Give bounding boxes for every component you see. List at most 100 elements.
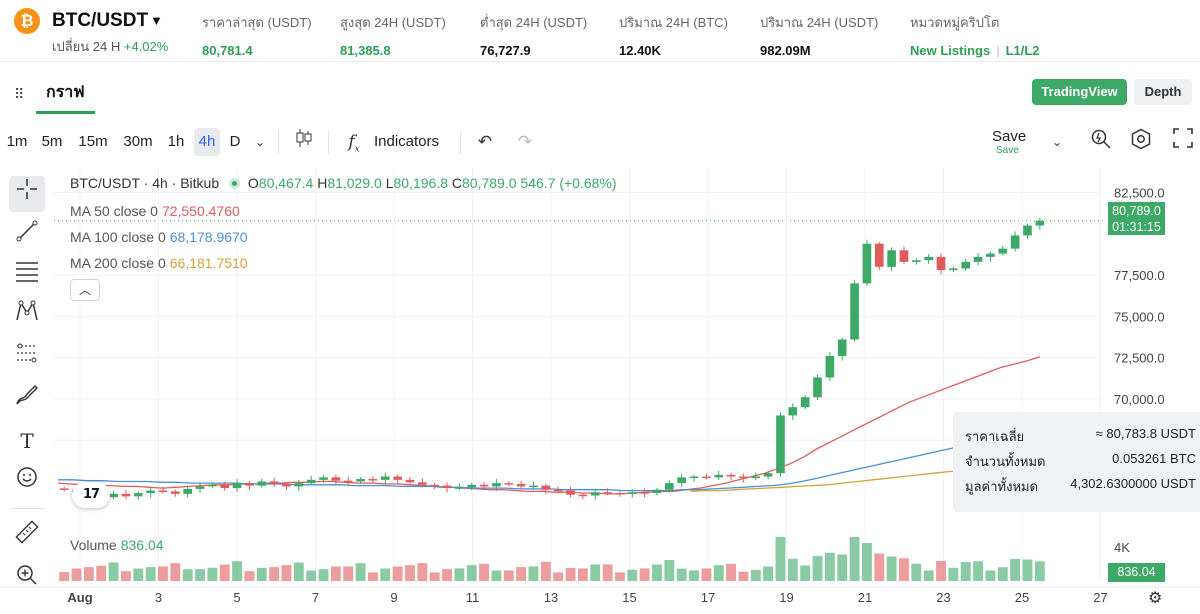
candles-glyph <box>296 129 312 147</box>
c-label: C <box>451 175 463 191</box>
x-tick-label: 17 <box>701 590 715 605</box>
ruler-icon[interactable] <box>9 520 45 556</box>
timeframe-1m[interactable]: 1m <box>6 133 28 150</box>
tooltip-label: มูลค่าทั้งหมด <box>965 479 1039 494</box>
candle-body <box>541 485 551 490</box>
volume-bar <box>232 561 243 581</box>
ma100-line <box>58 428 1041 492</box>
undo-icon[interactable]: ↶ <box>477 132 493 151</box>
stat-value: 12.40K <box>619 43 661 58</box>
text-tool-icon[interactable]: T <box>20 429 34 453</box>
chart-toolbar: 1m 5m 15m 30m 1h 4h D ⌄ fx Indicators ↶ … <box>0 122 1200 162</box>
trend-line-icon[interactable] <box>9 218 45 254</box>
tab-graph[interactable]: กราฟ <box>36 80 95 114</box>
pair-name[interactable]: BTC/USDT <box>52 10 149 31</box>
timeframe-1h[interactable]: 1h <box>167 133 185 150</box>
volume-bar <box>392 566 403 581</box>
volume-bar <box>195 569 205 581</box>
candle-body <box>257 481 267 486</box>
brush-icon[interactable] <box>9 382 45 418</box>
pattern-icon[interactable] <box>9 298 45 334</box>
candle-body <box>306 479 316 484</box>
volume-bar <box>923 570 934 581</box>
stat-value: 80,781.4 <box>202 43 253 58</box>
symbol-title[interactable]: BTC/USDT · 4h · Bitkub <box>70 175 220 191</box>
zoom-in-icon[interactable] <box>9 562 45 598</box>
redo-icon[interactable]: ↷ <box>517 132 533 151</box>
candle-body <box>59 488 69 490</box>
quick-search-icon[interactable] <box>1088 128 1114 156</box>
divider <box>10 508 44 509</box>
crosshair-icon[interactable] <box>9 176 45 212</box>
caret-down-icon[interactable]: ▼ <box>150 13 163 28</box>
candle-body <box>677 477 686 484</box>
collapse-legend-button[interactable]: ︿ <box>70 279 100 301</box>
candle-body <box>553 489 563 492</box>
save-button[interactable]: Save <box>992 128 1027 145</box>
volume-bar <box>812 556 823 581</box>
candle-body <box>837 339 847 356</box>
depth-button[interactable]: Depth <box>1134 79 1192 105</box>
divider <box>328 130 329 154</box>
change-value: 546.7 (+0.68%) <box>520 175 617 191</box>
brush-glyph <box>16 385 38 405</box>
candle-body <box>763 473 773 477</box>
timeframe-30m[interactable]: 30m <box>123 133 153 150</box>
ma200-legend[interactable]: MA 200 close 0 66,181.7510 <box>70 255 248 271</box>
market-header: ₿ BTC/USDT ▼ เปลี่ยน 24 H +4.02% ราคาล่า… <box>0 0 1200 62</box>
tradingview-logo[interactable]: 17 <box>72 482 110 508</box>
indicators-button[interactable]: Indicators <box>374 133 440 150</box>
chevron-down-icon[interactable]: ⌄ <box>1051 135 1063 149</box>
stat-volume-btc: ปริมาณ 24H (BTC) 12.40K <box>619 12 728 58</box>
x-tick-label: 19 <box>779 590 793 605</box>
volume-bar <box>417 563 428 581</box>
market-status-dot-icon <box>229 178 241 189</box>
chart-settings-icon[interactable]: ⚙ <box>1148 590 1163 607</box>
candle-body <box>269 481 279 484</box>
candle-body <box>603 492 612 494</box>
settings-icon[interactable] <box>1128 128 1154 156</box>
candle-type-icon[interactable] <box>290 128 318 156</box>
save-status: Save <box>996 145 1019 156</box>
drag-grip-icon[interactable]: ⠿ <box>14 86 24 102</box>
candle-body <box>245 483 254 486</box>
candle-body <box>504 483 514 485</box>
volume-bar <box>689 570 699 581</box>
volume-bar <box>948 567 959 581</box>
volume-legend[interactable]: Volume 836.04 <box>70 537 164 553</box>
candle-body <box>133 493 143 497</box>
zoom-glyph <box>17 565 37 585</box>
timeframe-5m[interactable]: 5m <box>41 133 63 150</box>
l-label: L <box>385 175 394 191</box>
projection-icon[interactable] <box>9 340 45 376</box>
emoji-icon[interactable] <box>9 464 45 500</box>
volume-bar <box>405 565 415 581</box>
stat-label: ราคาล่าสุด (USDT) <box>202 15 312 30</box>
fib-retracement-icon[interactable] <box>9 258 45 294</box>
search-glyph <box>1091 129 1111 149</box>
fullscreen-icon[interactable] <box>1170 128 1196 156</box>
volume-bar <box>639 568 650 581</box>
volume-value: 836.04 <box>120 537 164 553</box>
volume-bar <box>750 569 761 581</box>
candle-body <box>986 253 995 257</box>
x-tick-label: 21 <box>858 590 872 605</box>
timeframe-d[interactable]: D <box>229 133 241 150</box>
tradingview-button[interactable]: TradingView <box>1032 79 1127 105</box>
ma100-legend[interactable]: MA 100 close 0 68,178.9670 <box>70 229 248 245</box>
timeframe-4h[interactable]: 4h <box>194 128 220 156</box>
candle-body <box>652 489 662 494</box>
category-l1l2-link[interactable]: L1/L2 <box>1005 43 1040 58</box>
category-new-listings-link[interactable]: New Listings <box>910 43 991 58</box>
candle-body <box>171 491 180 494</box>
timeframe-15m[interactable]: 15m <box>78 133 108 150</box>
ma50-legend[interactable]: MA 50 close 0 72,550.4760 <box>70 203 240 219</box>
tooltip-label: ราคาเฉลี่ย <box>965 429 1025 444</box>
chevron-down-icon[interactable]: ⌄ <box>254 135 266 149</box>
volume-bar <box>343 566 354 581</box>
indicators-fx-icon[interactable]: fx <box>348 132 360 155</box>
candle-body <box>862 243 872 284</box>
x-tick-label: 5 <box>233 590 240 605</box>
volume-bar <box>837 554 848 581</box>
price-chart[interactable]: 82,500.0 77,500.0 75,000.0 72,500.0 70,000.0… <box>0 168 1200 614</box>
